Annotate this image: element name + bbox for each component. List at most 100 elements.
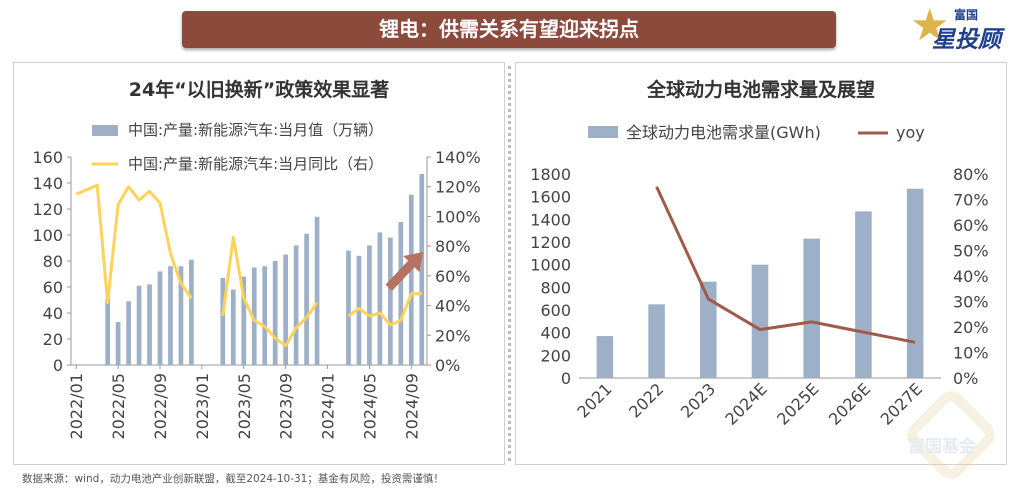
bar-production-2022/11: [178, 266, 184, 365]
right-y-tick-label: 40%: [435, 297, 471, 316]
source-note: 数据来源：wind，动力电池产业创新联盟，截至2024-10-31；基金有风险，…: [22, 473, 444, 485]
left-y-tick-label: 800: [540, 278, 571, 297]
line-yoy-growth: [75, 183, 422, 348]
right-y-tick-label: 40%: [953, 267, 989, 286]
left-y-tick-label: 100: [32, 226, 63, 245]
right-y-tick-label: 80%: [953, 165, 989, 184]
x-tick-label: 2025E: [773, 379, 822, 428]
left-y-tick-label: 600: [540, 301, 571, 320]
logo-line2: 星投顾: [932, 27, 1001, 53]
left-y-tick-label: 400: [540, 324, 571, 343]
bar-production-2022/06: [126, 301, 131, 365]
legend-bar-label: 中国:产量:新能源汽车:当月值（万辆）: [128, 121, 383, 139]
x-tick-label: 2026E: [825, 379, 874, 428]
watermark-logo: 富国基金: [900, 385, 1010, 485]
left-y-tick-label: 1000: [530, 256, 571, 275]
x-tick-label: 2022/05: [109, 373, 128, 439]
bar-production-2023/11: [304, 233, 309, 365]
left-y-tick-label: 1600: [530, 188, 571, 207]
logo-line1: 富国: [954, 8, 979, 22]
bar-production-2022/04: [105, 298, 111, 365]
bar-production-2023/04: [230, 289, 236, 365]
trend-arrow-icon: [403, 252, 424, 273]
left-y-tick-label: 1800: [530, 165, 571, 184]
bar-production-2024/09: [408, 194, 414, 365]
right-y-tick-label: 100%: [435, 207, 481, 226]
bar-production-2023/10: [293, 245, 299, 365]
x-tick-label: 2023/01: [193, 373, 212, 439]
left-y-tick-label: 0: [53, 356, 63, 375]
right-y-tick-label: 30%: [953, 293, 989, 312]
right-chart-title: 全球动力电池需求量及展望: [646, 79, 875, 101]
left-chart: 中国:产量:新能源汽车:当月值（万辆）中国:产量:新能源汽车:当月同比（右）02…: [32, 121, 481, 439]
bar-production-2023/07: [262, 266, 268, 365]
bar-production-2022/09: [157, 271, 163, 365]
bar-demand-2025E: [803, 238, 820, 378]
left-y-tick-label: 60: [43, 278, 63, 297]
bar-production-2022/07: [136, 285, 142, 365]
bar-demand-2023: [700, 281, 717, 378]
x-tick-label: 2023/05: [235, 373, 254, 439]
x-tick-label: 2022/09: [151, 373, 170, 439]
bar-production-2024/03: [346, 250, 351, 365]
x-tick-label: 2024E: [721, 379, 770, 428]
bar-production-2023/06: [251, 267, 257, 365]
left-y-tick-label: 40: [43, 304, 63, 323]
bar-production-2023/08: [272, 261, 278, 365]
right-chart-panel: 全球动力电池需求量及展望 全球动力电池需求量(GWh) yoy 0 200 400 600…: [515, 62, 1007, 465]
x-tick-label: 2023: [677, 379, 719, 421]
right-y-tick-label: 10%: [953, 344, 989, 363]
panel-divider: [508, 66, 511, 461]
x-tick-label: 2022/01: [67, 373, 86, 439]
left-y-tick-label: 140: [32, 174, 63, 193]
right-y-tick-label: 120%: [435, 178, 481, 197]
right-y-tick-label: 0%: [435, 356, 460, 375]
legend-bar-swatch: [92, 125, 118, 136]
left-y-tick-label: 1400: [530, 210, 571, 229]
right-y-tick-label: 50%: [953, 242, 989, 261]
x-tick-label: 2022: [625, 379, 667, 421]
left-chart-panel: 24年“以旧换新”政策效果显著 中国:产量:新能源汽车:当月值（万辆） 中国:产量…: [13, 62, 505, 465]
right-y-tick-label: 70%: [953, 191, 989, 210]
right-y-tick-label: 0%: [953, 369, 978, 388]
left-y-tick-label: 80: [43, 252, 63, 271]
x-tick-label: 2024/01: [319, 373, 338, 439]
bar-production-2023/09: [283, 254, 289, 365]
bar-demand-2027E: [906, 188, 924, 378]
left-y-tick-label: 120: [32, 200, 63, 219]
trend-arrow-shaft: [385, 260, 415, 291]
right-chart: 全球动力电池需求量(GWh) yoy 0 200 400 600 800 1000 1200 14…: [530, 123, 989, 429]
bar-production-2024/06: [377, 232, 383, 365]
right-y-tick-label: 60%: [435, 267, 471, 286]
left-chart-title: 24年“以旧换新”政策效果显著: [128, 79, 390, 101]
x-tick-label: 2024/09: [402, 373, 421, 439]
bar-production-2024/08: [398, 222, 404, 365]
bar-production-2022/10: [168, 266, 173, 365]
bar-production-2024/05: [367, 245, 372, 365]
left-y-tick-label: 160: [32, 148, 63, 167]
right-y-tick-label: 20%: [953, 318, 989, 337]
legend-line-label: yoy: [896, 123, 925, 142]
left-y-tick-label: 0: [561, 369, 571, 388]
line-yoy: [655, 186, 916, 344]
bar-production-2023/05: [241, 276, 247, 365]
bar-production-2022/05: [115, 322, 121, 365]
bar-demand-2024E: [751, 264, 769, 378]
star-icon: ★: [910, 0, 950, 51]
bar-demand-2026E: [855, 211, 872, 378]
bar-production-2022/08: [147, 284, 152, 365]
watermark-text: 富国基金: [908, 437, 976, 457]
bar-production-2024/07: [387, 237, 393, 365]
brand-logo: ★ 富国 星投顾: [910, 0, 1015, 54]
x-tick-label: 2021: [573, 379, 615, 421]
bar-demand-2021: [596, 336, 614, 378]
left-y-tick-label: 200: [540, 346, 571, 365]
bar-production-2023/03: [220, 277, 226, 365]
x-tick-label: 2023/09: [277, 373, 296, 439]
bar-demand-2022: [648, 304, 665, 378]
right-y-tick-label: 80%: [435, 237, 471, 256]
bar-production-2023/12: [314, 216, 320, 365]
legend-line-label: 中国:产量:新能源汽车:当月同比（右）: [128, 155, 383, 173]
bar-production-2024/10: [419, 173, 425, 365]
right-y-tick-label: 60%: [953, 216, 989, 235]
